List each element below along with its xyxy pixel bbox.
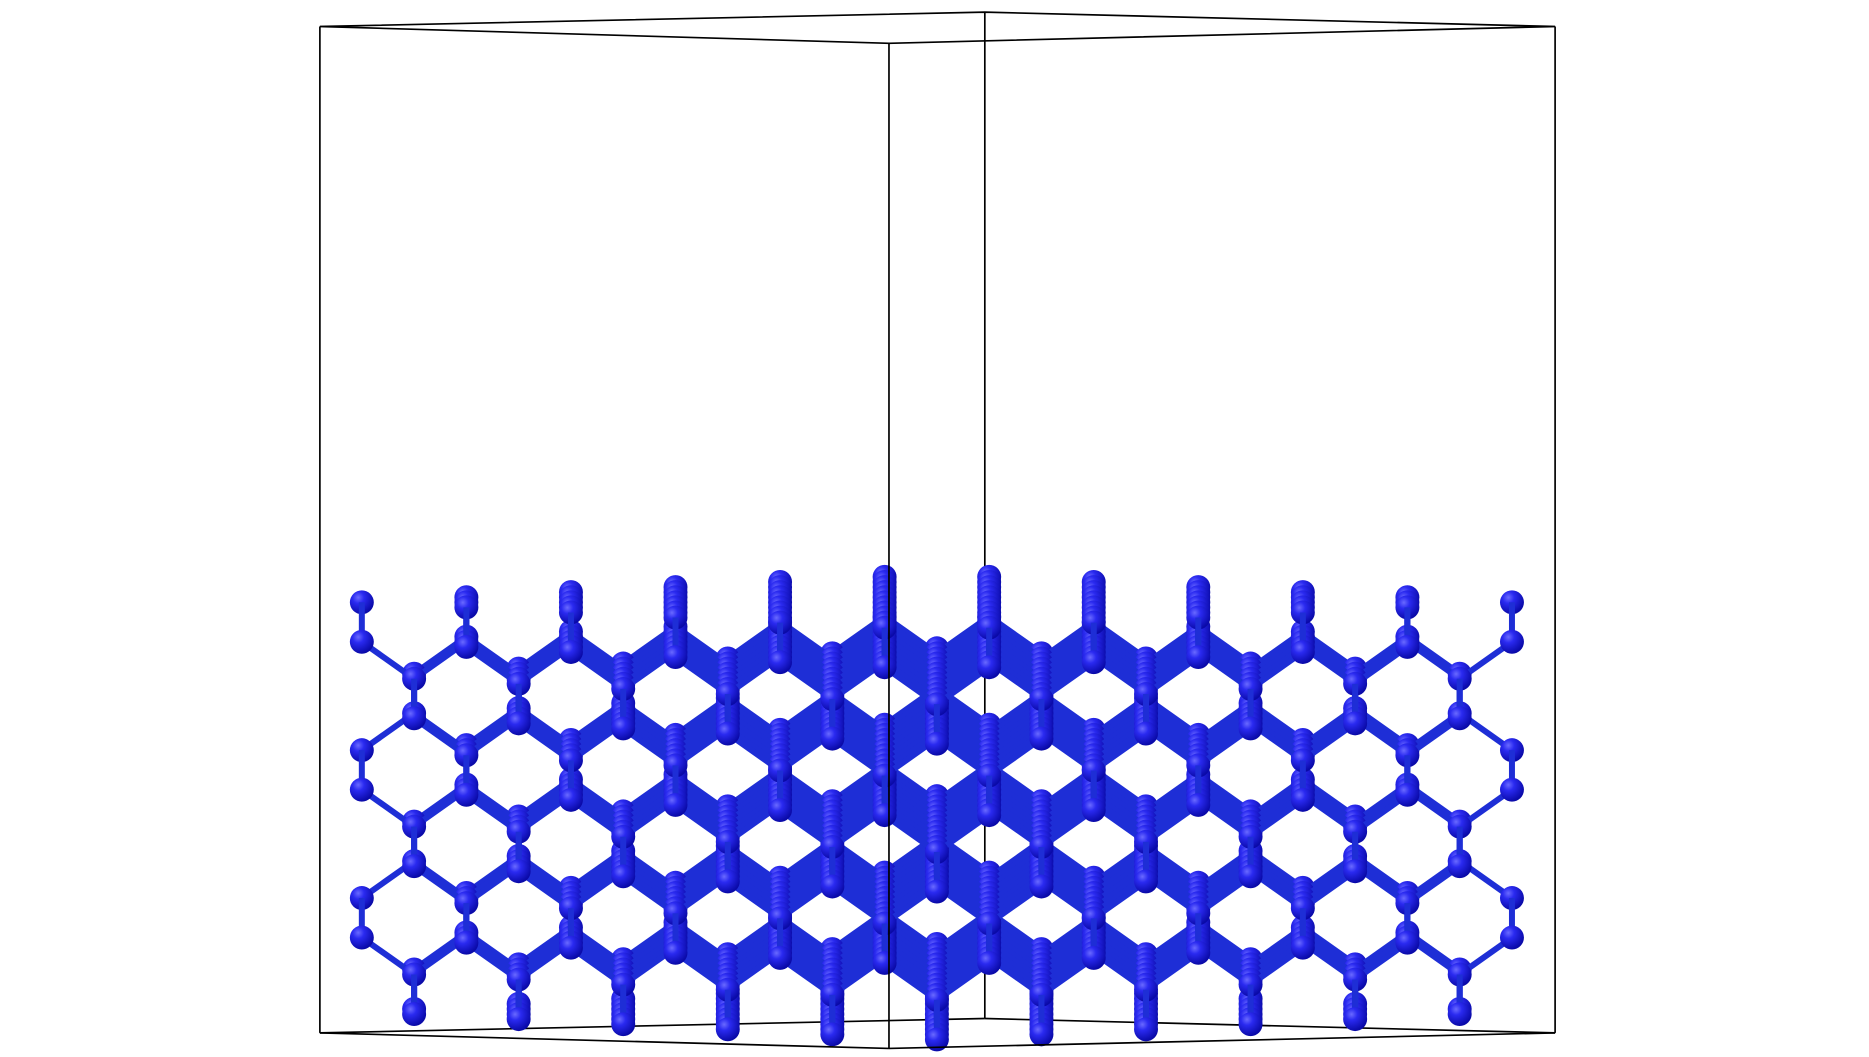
atom: [924, 731, 949, 756]
atom: [1290, 787, 1315, 812]
atom: [1134, 1017, 1158, 1042]
cell-box-front: [319, 11, 1556, 1050]
cell-edge: [984, 1017, 1556, 1034]
atom: [1186, 940, 1211, 965]
atom: [1447, 706, 1472, 731]
atom: [1499, 925, 1524, 950]
atom: [1134, 721, 1158, 746]
atom: [402, 854, 427, 879]
atom: [454, 782, 479, 807]
cell-edge: [319, 1017, 985, 1034]
atom: [454, 595, 479, 620]
atom: [402, 706, 427, 731]
atom: [1343, 1007, 1368, 1032]
atom: [506, 1007, 531, 1032]
atom: [715, 869, 740, 894]
atom: [768, 945, 793, 970]
atom: [820, 1022, 845, 1047]
cell-edge: [888, 1032, 1556, 1050]
atom: [611, 716, 636, 741]
atom: [872, 950, 897, 975]
atom: [872, 803, 897, 828]
atom: [611, 864, 636, 889]
atom: [924, 1027, 949, 1052]
atom: [1395, 634, 1420, 659]
atom: [1447, 854, 1472, 879]
atom: [402, 1002, 427, 1026]
atom: [349, 777, 374, 802]
atom: [820, 726, 845, 751]
atom: [506, 859, 531, 884]
atom: [1447, 1002, 1472, 1026]
atom: [663, 940, 688, 965]
cell-edge: [319, 1032, 889, 1050]
atom: [454, 634, 479, 659]
atom: [1343, 711, 1368, 736]
atom: [1081, 650, 1106, 675]
atom: [1238, 864, 1263, 889]
atom: [663, 792, 688, 817]
atom: [1186, 645, 1211, 670]
atom: [349, 629, 374, 654]
atom: [1029, 726, 1054, 751]
atom: [1134, 869, 1158, 894]
atom: [1499, 777, 1524, 802]
atom: [715, 721, 740, 746]
cell-box-back: [319, 12, 1556, 1034]
atom: [454, 930, 479, 955]
atom: [1499, 629, 1524, 654]
atom: [1238, 1012, 1263, 1037]
atom: [663, 645, 688, 670]
atom: [1395, 782, 1420, 807]
atom: [349, 925, 374, 950]
atom: [558, 787, 583, 812]
atom: [768, 798, 793, 822]
atom: [977, 950, 1002, 975]
atom: [715, 1017, 740, 1042]
atom: [872, 655, 897, 680]
atom: [1395, 595, 1420, 620]
atom: [1081, 945, 1106, 970]
atoms-layer: [349, 564, 1524, 1052]
atom: [977, 803, 1002, 828]
atom: [1395, 930, 1420, 955]
atom: [558, 935, 583, 960]
atom: [1290, 639, 1315, 664]
atom: [1029, 874, 1054, 899]
atom: [506, 711, 531, 736]
atom: [977, 655, 1002, 680]
atom: [1238, 716, 1263, 741]
atom: [820, 874, 845, 899]
atom: [1290, 935, 1315, 960]
atom: [1343, 859, 1368, 884]
atom: [1186, 792, 1211, 817]
atom: [1029, 1022, 1054, 1047]
cell-top: [319, 11, 1556, 45]
atom: [924, 879, 949, 904]
atom: [768, 650, 793, 675]
atom: [1081, 798, 1106, 822]
atom: [558, 639, 583, 664]
atom: [611, 1012, 636, 1037]
